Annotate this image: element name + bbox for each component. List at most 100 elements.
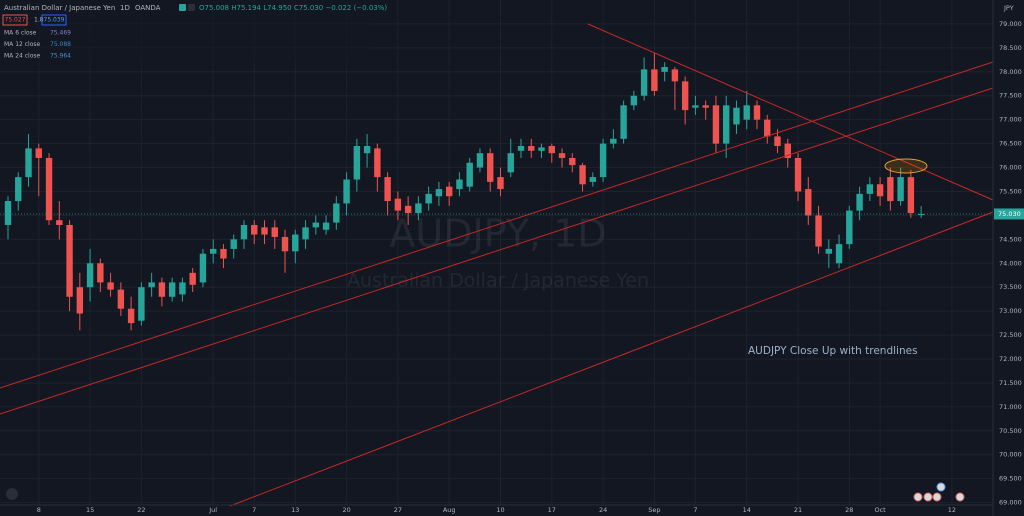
trendline bbox=[0, 61, 994, 389]
y-tick-label: 73.500 bbox=[999, 283, 1022, 291]
bid-box bbox=[2, 14, 28, 26]
candle-body bbox=[86, 263, 94, 288]
event-icon bbox=[923, 492, 933, 502]
candle-body bbox=[302, 227, 309, 240]
x-tick-label: Sep bbox=[648, 506, 660, 514]
ohlc: O75.008 H75.194 L74.950 C75.030 −0.022 (… bbox=[199, 4, 387, 12]
candle-body bbox=[630, 95, 638, 106]
candle-body bbox=[876, 184, 884, 197]
candle-body bbox=[702, 105, 709, 108]
candle-body bbox=[794, 157, 802, 192]
y-tick-label: 69.500 bbox=[999, 475, 1022, 483]
candle-body bbox=[353, 145, 361, 180]
indicator-name: MA 24 close bbox=[4, 53, 40, 60]
grid bbox=[0, 0, 993, 505]
candle-body bbox=[774, 136, 781, 146]
candle-body bbox=[887, 177, 894, 202]
candle-body bbox=[220, 248, 227, 259]
candle-body bbox=[148, 282, 155, 288]
candle-body bbox=[835, 244, 843, 264]
candle-body bbox=[476, 153, 484, 168]
symbol: Australian Dollar / Japanese Yen bbox=[4, 4, 115, 12]
y-tick-label: 72.000 bbox=[999, 355, 1022, 363]
candle-body bbox=[138, 287, 145, 321]
y-tick-label: 70.000 bbox=[999, 451, 1022, 459]
candle-body bbox=[456, 179, 463, 190]
candle-body bbox=[558, 153, 566, 158]
y-tick-label: 76.500 bbox=[999, 140, 1022, 148]
candle-body bbox=[415, 203, 422, 214]
interval: 1D bbox=[120, 4, 130, 12]
candle-body bbox=[579, 165, 586, 185]
candle-body bbox=[681, 81, 689, 111]
candle-body bbox=[179, 282, 186, 295]
candle-body bbox=[210, 248, 217, 254]
indicators: MA 6 close 75.469 MA 12 close 75.088 MA 24 c… bbox=[4, 30, 71, 60]
header: Australian Dollar / Japanese Yen 1D OAND… bbox=[0, 0, 387, 62]
candle-body bbox=[15, 177, 22, 202]
y-tick-label: 69.000 bbox=[999, 499, 1022, 507]
candle-body bbox=[712, 105, 720, 144]
logo-icon bbox=[6, 488, 18, 500]
trendline bbox=[229, 211, 994, 507]
candle-body bbox=[897, 177, 904, 202]
candle-body bbox=[56, 220, 63, 225]
ask-box bbox=[41, 14, 67, 26]
candle-body bbox=[497, 177, 504, 190]
candle-body bbox=[435, 189, 443, 197]
candle-body bbox=[158, 282, 166, 297]
candle-body bbox=[312, 222, 319, 228]
trendlines bbox=[0, 23, 994, 507]
y-tick-label: 78.000 bbox=[999, 68, 1022, 76]
y-tick-label: 70.500 bbox=[999, 427, 1022, 435]
candle-body bbox=[333, 203, 340, 223]
trendline bbox=[587, 23, 994, 201]
x-tick-label: 12 bbox=[948, 506, 956, 514]
candle-body bbox=[538, 147, 545, 151]
candle-body bbox=[230, 239, 237, 249]
bottom-icons bbox=[6, 482, 965, 502]
event-icon bbox=[955, 492, 965, 502]
event-icon bbox=[913, 492, 923, 502]
indicator-name: MA 12 close bbox=[4, 41, 40, 48]
status-icon bbox=[179, 4, 186, 11]
y-tick-label: 75.500 bbox=[999, 187, 1022, 195]
y-tick-label: 74.500 bbox=[999, 235, 1022, 243]
highlight-ellipse bbox=[884, 158, 928, 174]
x-tick-label: 27 bbox=[394, 506, 402, 514]
indicator-value: 75.469 bbox=[50, 30, 71, 37]
candle-body bbox=[753, 105, 761, 120]
candle-body bbox=[25, 148, 32, 178]
candle-body bbox=[815, 215, 822, 247]
candle-body bbox=[723, 105, 730, 144]
y-tick-label: 77.000 bbox=[999, 116, 1022, 124]
price-tag: 75.030 bbox=[998, 210, 1021, 218]
candle-body bbox=[661, 67, 668, 72]
candle-body bbox=[671, 69, 679, 82]
candle-body bbox=[240, 224, 248, 240]
candle-body bbox=[917, 213, 925, 216]
x-tick-label: 14 bbox=[743, 506, 751, 514]
candle-body bbox=[322, 222, 330, 230]
candle-body bbox=[66, 224, 73, 297]
y-tick-label: 73.000 bbox=[999, 307, 1022, 315]
candle-body bbox=[517, 145, 525, 151]
candle-body bbox=[784, 143, 791, 158]
trendline bbox=[0, 87, 994, 415]
candle-body bbox=[168, 282, 176, 297]
price-tag-bg bbox=[994, 208, 1024, 220]
x-tick-label: 15 bbox=[86, 506, 94, 514]
annotation: AUDJPY Close Up with trendlines bbox=[748, 345, 918, 357]
exchange: OANDA bbox=[135, 4, 161, 12]
y-tick-label: 74.000 bbox=[999, 259, 1022, 267]
candle-body bbox=[733, 107, 740, 125]
y-tick-label: 78.500 bbox=[999, 44, 1022, 52]
candle-body bbox=[610, 138, 617, 144]
candle-body bbox=[569, 157, 576, 166]
x-tick-label: Jul bbox=[208, 506, 217, 514]
candle-body bbox=[251, 224, 258, 235]
x-tick-label: 10 bbox=[496, 506, 504, 514]
ask: 75.039 bbox=[44, 17, 65, 24]
